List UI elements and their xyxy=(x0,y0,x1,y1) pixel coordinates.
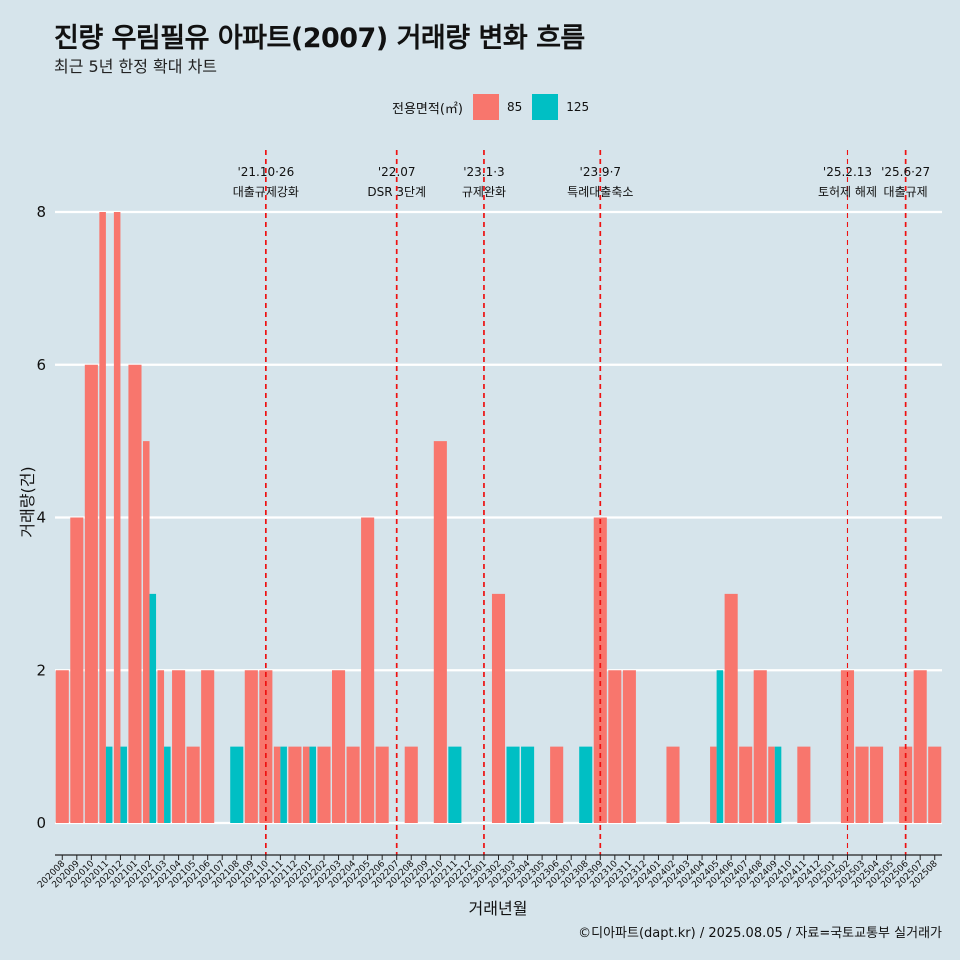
chart-subtitle: 최근 5년 한정 확대 차트 xyxy=(54,57,218,76)
bar-85-202302 xyxy=(491,593,506,823)
annotations: '21.10·26 대출규제강화 '22.07 DSR 3단계 '23.1·3 규제완화 '… xyxy=(233,165,930,199)
x-axis-title: 거래년월 xyxy=(469,899,528,918)
bars xyxy=(55,212,942,823)
annotation-date-202506: '25.6·27 xyxy=(881,165,930,179)
annotation-label-202506: 대출규제 xyxy=(884,185,928,199)
source-caption: ©디아파트(dapt.kr) / 2025.08.05 / 자료=국토교통부 실… xyxy=(578,926,942,941)
annotation-date-202309: '23.9·7 xyxy=(580,165,621,179)
bar-85-202203 xyxy=(332,670,346,823)
bar-125-202201 xyxy=(309,746,317,823)
bar-85-202306 xyxy=(550,746,564,823)
y-tick-label: 2 xyxy=(36,661,46,679)
y-tick-label: 6 xyxy=(36,356,46,374)
bar-125-202011 xyxy=(105,746,113,823)
bar-125-202211 xyxy=(448,746,462,823)
annotation-date-202207: '22.07 xyxy=(378,165,416,179)
bar-85-202210 xyxy=(433,441,447,823)
bar-85-202102 xyxy=(142,441,150,823)
bar-125-202012 xyxy=(120,746,127,823)
bar-125-202303 xyxy=(506,746,520,823)
bar-85-202310 xyxy=(608,670,622,823)
bar-125-202102 xyxy=(149,593,157,823)
bar-85-202406 xyxy=(724,593,738,823)
bar-125-202103 xyxy=(164,746,171,823)
y-tick-label: 8 xyxy=(36,203,46,221)
annotation-label-202207: DSR 3단계 xyxy=(367,185,426,199)
bar-85-202409 xyxy=(768,746,775,823)
chart-title: 진량 우림필유 아파트(2007) 거래량 변화 흐름 xyxy=(54,23,585,54)
legend-label-125: 125 xyxy=(566,100,590,114)
bar-85-202408 xyxy=(753,670,767,823)
annotation-label-202301: 규제완화 xyxy=(462,185,506,199)
bar-85-202204 xyxy=(346,746,360,823)
bar-85-202103 xyxy=(157,670,165,823)
bar-85-202011 xyxy=(99,212,106,823)
annotation-label-202502: 토허제 해제 xyxy=(818,185,877,199)
bar-85-202109 xyxy=(244,670,258,823)
bar-85-202106 xyxy=(201,670,215,823)
bar-85-202411 xyxy=(797,746,811,823)
bar-85-202311 xyxy=(622,670,636,823)
bar-85-202407 xyxy=(739,746,753,823)
legend-swatch-85 xyxy=(472,94,499,120)
bar-85-202012 xyxy=(113,212,121,823)
bar-85-202206 xyxy=(375,746,389,823)
legend-swatch-125 xyxy=(532,94,559,120)
bar-85-202111 xyxy=(273,746,281,823)
bar-85-202508 xyxy=(928,746,942,823)
legend-label-85: 85 xyxy=(506,100,523,114)
bar-85-202205 xyxy=(361,517,375,823)
bar-85-202201 xyxy=(302,746,310,823)
bar-125-202108 xyxy=(230,746,244,823)
bar-85-202309 xyxy=(593,517,607,823)
bar-85-202112 xyxy=(288,746,302,823)
bar-85-202010 xyxy=(84,364,98,823)
y-tick-label: 4 xyxy=(36,509,46,527)
annotation-date-202110: '21.10·26 xyxy=(237,165,294,179)
bar-125-202308 xyxy=(579,746,593,823)
annotation-lines xyxy=(264,150,907,855)
annotation-label-202309: 특례대출축소 xyxy=(567,185,633,199)
bar-85-202208 xyxy=(404,746,418,823)
bar-125-202405 xyxy=(716,670,724,823)
annotation-date-202301: '23.1·3 xyxy=(463,165,504,179)
x-tick-labels: 2020082020092020102020112020122021012021… xyxy=(36,859,940,891)
y-tick-label: 0 xyxy=(36,814,46,832)
bar-85-202101 xyxy=(128,364,142,823)
y-axis-title: 거래량(건) xyxy=(18,466,37,537)
bar-85-202402 xyxy=(666,746,680,823)
legend-title: 전용면적(㎡) xyxy=(392,101,463,117)
annotation-date-202502: '25.2.13 xyxy=(823,165,872,179)
bar-85-202105 xyxy=(186,746,200,823)
bar-125-202409 xyxy=(774,746,782,823)
bar-85-202009 xyxy=(70,517,84,823)
bar-85-202104 xyxy=(172,670,186,823)
annotation-label-202110: 대출규제강화 xyxy=(233,185,299,199)
bar-85-202507 xyxy=(913,670,927,823)
bar-125-202111 xyxy=(280,746,287,823)
bar-85-202202 xyxy=(317,746,331,823)
bar-85-202503 xyxy=(855,746,869,823)
bar-85-202008 xyxy=(55,670,69,823)
bar-85-202405 xyxy=(710,746,717,823)
y-tick-labels: 0 2 4 6 8 xyxy=(36,203,46,832)
bar-85-202504 xyxy=(870,746,884,823)
axes xyxy=(55,854,942,860)
legend: 전용면적(㎡) 85 125 xyxy=(392,94,599,120)
bar-125-202304 xyxy=(521,746,535,823)
